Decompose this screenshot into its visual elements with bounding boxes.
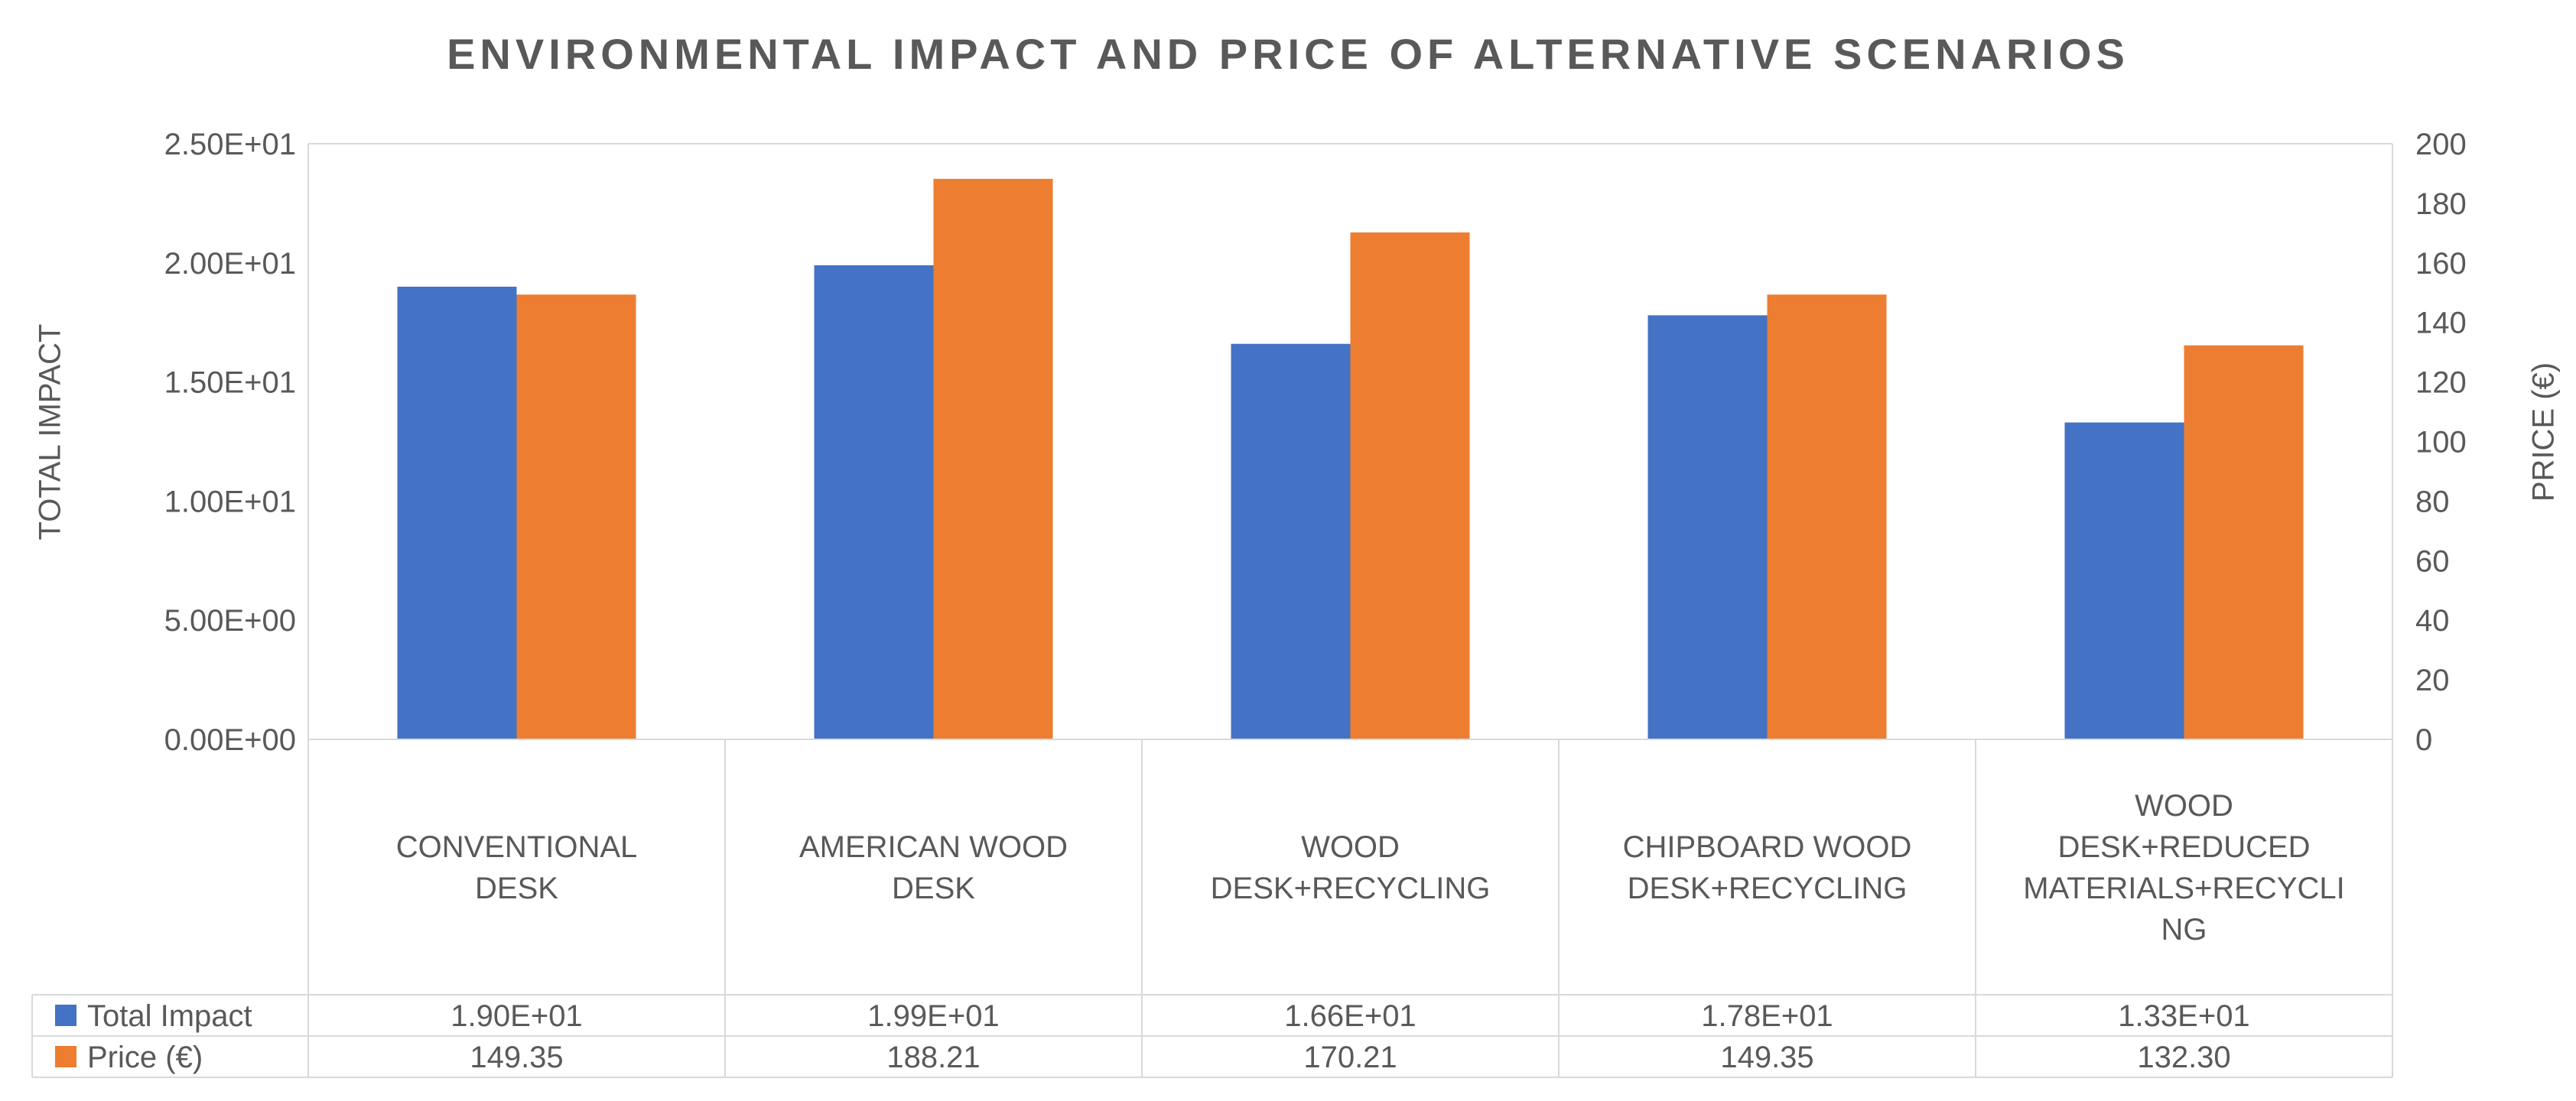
y2-tick-label: 100 bbox=[2415, 426, 2467, 460]
bar-total-impact-4 bbox=[2064, 422, 2184, 739]
bar-total-impact-3 bbox=[1647, 315, 1768, 739]
data-label: 1.90E+01 bbox=[450, 999, 582, 1033]
y2-tick-label: 40 bbox=[2415, 604, 2450, 638]
y2-tick-label: 160 bbox=[2415, 247, 2467, 281]
x-tick-label: DESK bbox=[475, 872, 558, 905]
y-tick-label: 1.50E+01 bbox=[164, 366, 296, 400]
x-tick-label: DESK+RECYCLING bbox=[1628, 872, 1908, 905]
bar-price-3 bbox=[1767, 294, 1887, 739]
legend-swatch bbox=[55, 1005, 76, 1026]
data-label: 1.78E+01 bbox=[1701, 999, 1833, 1033]
data-label: 1.66E+01 bbox=[1284, 999, 1416, 1033]
y2-tick-label: 20 bbox=[2415, 664, 2450, 697]
gridlines bbox=[307, 143, 2393, 739]
x-tick-label: DESK bbox=[892, 872, 975, 905]
x-tick-label: AMERICAN WOOD bbox=[799, 830, 1068, 864]
x-tick-label: MATERIALS+RECYCLI bbox=[2023, 872, 2345, 905]
y-tick-label: 0.00E+00 bbox=[164, 723, 296, 757]
tick-labels: 0.00E+00 5.00E+00 1.00E+01 1.50E+01 2.00E+01… bbox=[164, 128, 2467, 757]
x-tick-label: DESK+REDUCED bbox=[2057, 830, 2310, 864]
x-tick-label: CONVENTIONAL bbox=[396, 830, 638, 864]
x-tick-label: DESK+RECYCLING bbox=[1211, 872, 1491, 905]
legend-label: Price (€) bbox=[87, 1041, 203, 1074]
data-label: 188.21 bbox=[886, 1041, 980, 1074]
y2-tick-label: 80 bbox=[2415, 485, 2450, 518]
data-label: 1.33E+01 bbox=[2118, 999, 2249, 1033]
legend-label: Total Impact bbox=[87, 999, 252, 1033]
y2-tick-label: 120 bbox=[2415, 366, 2467, 400]
y-tick-label: 5.00E+00 bbox=[164, 604, 296, 638]
bar-price-4 bbox=[2184, 345, 2304, 739]
x-tick-label: WOOD bbox=[2135, 789, 2233, 823]
data-label: 149.35 bbox=[1720, 1041, 1813, 1074]
y2-tick-label: 140 bbox=[2415, 307, 2467, 340]
y-tick-label: 2.00E+01 bbox=[164, 247, 296, 281]
bar-total-impact-0 bbox=[397, 286, 517, 740]
x-tick-label: CHIPBOARD WOOD bbox=[1623, 830, 1912, 864]
data-table: CONVENTIONAL DESK AMERICAN WOOD DESK WOOD DES… bbox=[31, 739, 2393, 1078]
y2-tick-label: 60 bbox=[2415, 544, 2450, 578]
data-label: 1.99E+01 bbox=[867, 999, 999, 1033]
bar-total-impact-1 bbox=[814, 265, 934, 739]
bar-total-impact-2 bbox=[1231, 343, 1351, 739]
bar-price-2 bbox=[1350, 232, 1470, 739]
chart-title: ENVIRONMENTAL IMPACT AND PRICE OF ALTERN… bbox=[447, 30, 2129, 78]
y-tick-label: 2.50E+01 bbox=[164, 128, 296, 161]
bar-price-1 bbox=[933, 178, 1053, 739]
x-tick-label: NG bbox=[2161, 913, 2207, 947]
data-label: 149.35 bbox=[470, 1041, 563, 1074]
data-label: 132.30 bbox=[2137, 1041, 2230, 1074]
x-tick-label: WOOD bbox=[1301, 830, 1400, 864]
y2-tick-label: 200 bbox=[2415, 128, 2467, 161]
y2-tick-label: 180 bbox=[2415, 187, 2467, 221]
y2-tick-label: 0 bbox=[2415, 723, 2432, 757]
bar-price-0 bbox=[516, 294, 636, 739]
data-label: 170.21 bbox=[1303, 1041, 1397, 1074]
legend-swatch bbox=[55, 1046, 76, 1067]
y-tick-label: 1.00E+01 bbox=[164, 485, 296, 518]
bars bbox=[397, 178, 2304, 740]
